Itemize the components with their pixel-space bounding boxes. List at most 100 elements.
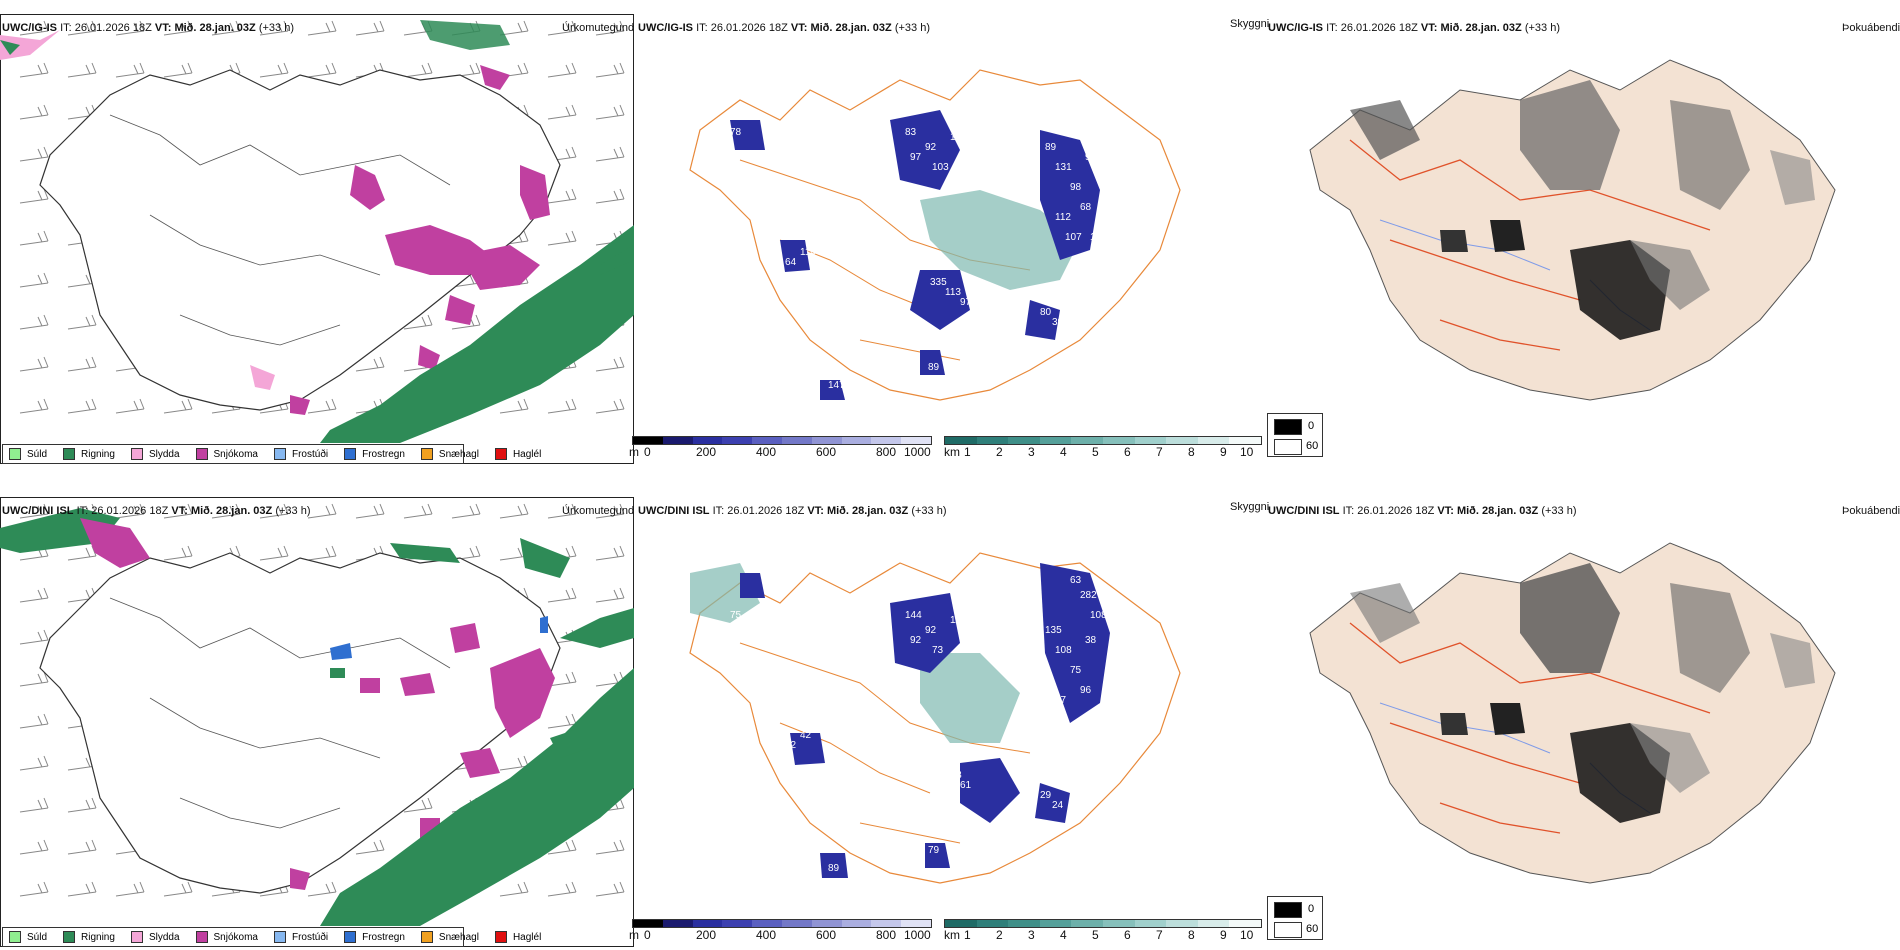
- cloud-base-label: 61: [960, 780, 972, 791]
- legend-item-frostudi: Frostúði: [273, 448, 328, 460]
- cloud-title-row2: UWC/DINI ISL IT: 26.01.2026 18Z VT: Mið.…: [638, 505, 947, 517]
- cloud-map-row2: 75 14492927311163135108759637751336142522…: [689, 552, 1181, 884]
- legend-item-rigning: Rigning: [63, 448, 115, 460]
- cloud-base-label: 118: [950, 132, 966, 143]
- cloud-base-label: 79: [928, 845, 940, 856]
- cloud-base-label: 75: [1070, 665, 1082, 676]
- cloud-base-label: 335: [930, 277, 947, 288]
- cloud-base-label: 103: [932, 162, 949, 173]
- precip-legend-row1: Súld Rigning Slydda Snjókoma Frostúði Fr…: [2, 444, 541, 464]
- cloud-base-label: 114: [800, 247, 816, 258]
- cloud-base-label: 144: [905, 610, 922, 621]
- legend-item-haglel: Haglél: [494, 931, 541, 943]
- cloud-base-label: 94: [1085, 152, 1097, 163]
- cloud-panel-row2: 75 144 92 92 73 111 63 135 108 75 96 37 75 133 61 42 52 2…: [660, 523, 1260, 913]
- legend-item-slydda: Slydda: [130, 931, 180, 943]
- cloud-base-label: 42: [800, 730, 812, 741]
- cloud-base-label: 39: [1052, 317, 1064, 328]
- cloud-base-label: 84: [1090, 127, 1102, 138]
- cloud-base-label: 24: [1052, 800, 1064, 811]
- legend-item-sudd: Súld: [9, 448, 47, 460]
- legend-item-frostudi: Frostúði: [273, 931, 328, 943]
- cloud-base-label: 97: [960, 297, 972, 308]
- legend-item-snjokoma: Snjókoma: [195, 931, 258, 943]
- ceiling-colorbar-row2: m 0 200 400 600 800 1000: [629, 919, 942, 943]
- cloud-base-label: 133: [945, 770, 962, 781]
- legend-item-snaehagl: Snæhagl: [420, 448, 479, 460]
- fog-title-row1: UWC/IG-IS IT: 26.01.2026 18Z VT: Mið. 28…: [1268, 22, 1560, 34]
- precip-map-row1: [0, 20, 634, 443]
- cloud-base-label: 165: [1090, 232, 1107, 243]
- cloud-base-label: 98: [1070, 182, 1082, 193]
- precip-panel-row2: Súld Rigning Slydda Snjókoma Frostúði Fr…: [0, 497, 635, 947]
- legend-item-haglel: Haglél: [494, 448, 541, 460]
- cloud-base-label: 123: [1070, 92, 1087, 103]
- cloud-base-label: 89: [828, 863, 840, 874]
- cloud-panel-row1: 78 83 92 97 103 118 64 89 131 98 68 112 335 113 97 114 6…: [660, 40, 1260, 430]
- cloud-base-label: 29: [1040, 790, 1052, 801]
- visibility-colorbar-row2: km 1 2 3 4 5 6 7 8 9 10: [944, 919, 1264, 943]
- cloud-base-label: 92: [910, 635, 922, 646]
- cloud-base-label: 75: [730, 610, 742, 621]
- cloud-base-label: 96: [1080, 685, 1092, 696]
- legend-item-frostregn: Frostregn: [344, 931, 405, 943]
- cloud-base-label: 63: [960, 635, 972, 646]
- fog-panel-row1: [1290, 40, 1890, 430]
- cloud-base-label: 52: [1080, 107, 1092, 118]
- precip-legend-row2: Súld Rigning Slydda Snjókoma Frostúði Fr…: [2, 927, 541, 947]
- fog-label-row2: Þokuábendi: [1842, 505, 1900, 517]
- cloud-base-label: 73: [932, 645, 944, 656]
- cloud-base-label: 147: [828, 380, 845, 391]
- cloud-base-label: 80: [1040, 307, 1052, 318]
- cloud-base-label: 112: [1055, 212, 1071, 223]
- precip-title-row2: UWC/DINI ISL IT: 26.01.2026 18Z VT: Mið.…: [2, 505, 311, 517]
- fog-map-row2: [1309, 542, 1836, 884]
- cloud-title-row1: UWC/IG-IS IT: 26.01.2026 18Z VT: Mið. 28…: [638, 22, 930, 34]
- precip-type-label-row2: Úrkomutegund: [562, 505, 635, 517]
- fog-legend-row1: 0 60: [1267, 413, 1323, 457]
- fog-map-row1: [1309, 59, 1836, 401]
- ceiling-colorbar-row1: m 0 200 400 600 800 1000: [629, 436, 942, 460]
- legend-item-slydda: Slydda: [130, 448, 180, 460]
- cloud-base-label: 113: [945, 287, 961, 298]
- visibility-label-row2: Skyggni: [1230, 501, 1270, 513]
- cloud-base-label: 38: [1085, 635, 1097, 646]
- legend-item-snaehagl: Snæhagl: [420, 931, 479, 943]
- cloud-base-label: 97: [910, 152, 922, 163]
- cloud-base-label: 92: [925, 142, 937, 153]
- precip-title-row1: UWC/IG-IS IT: 26.01.2026 18Z VT: Mið. 28…: [2, 22, 294, 34]
- fog-panel-row2: [1290, 523, 1890, 913]
- fog-label-row1: Þokuábendi: [1842, 22, 1900, 34]
- legend-item-snjokoma: Snjókoma: [195, 448, 258, 460]
- visibility-label-row1: Skyggni: [1230, 18, 1270, 30]
- fog-legend-row2: 0 60: [1267, 896, 1323, 940]
- cloud-map-row1: 78 83929710311864891319868112335113971146…: [689, 69, 1181, 401]
- visibility-colorbar-row1: km 1 2 3 4 5 6 7 8 9 10: [944, 436, 1264, 460]
- cloud-base-label: 108: [1055, 645, 1072, 656]
- cloud-base-label: 64: [960, 152, 972, 163]
- cloud-base-label: 89: [1045, 142, 1057, 153]
- cloud-base-label: 64: [785, 257, 797, 268]
- cloud-base-label: 111: [950, 615, 966, 626]
- cloud-base-label: 282: [1080, 590, 1097, 601]
- cloud-base-label: 108: [1090, 610, 1107, 621]
- precip-map-row2: [0, 503, 634, 926]
- cloud-base-label: 89: [928, 362, 940, 373]
- legend-item-sudd: Súld: [9, 931, 47, 943]
- cloud-base-label: 78: [730, 127, 742, 138]
- precip-panel-row1: Súld Rigning Slydda Snjókoma Frostúði Fr…: [0, 14, 635, 464]
- cloud-base-label: 83: [905, 127, 917, 138]
- fog-title-row2: UWC/DINI ISL IT: 26.01.2026 18Z VT: Mið.…: [1268, 505, 1577, 517]
- cloud-base-label: 63: [1070, 575, 1082, 586]
- cloud-base-label: 131: [1055, 162, 1072, 173]
- cloud-base-label: 52: [785, 740, 797, 751]
- cloud-base-label: 75: [930, 760, 942, 771]
- cloud-base-label: 107: [1065, 232, 1082, 243]
- cloud-base-label: 135: [1045, 625, 1062, 636]
- cloud-base-label: 37: [1055, 695, 1067, 706]
- cloud-base-label: 92: [925, 625, 937, 636]
- legend-item-frostregn: Frostregn: [344, 448, 405, 460]
- legend-item-rigning: Rigning: [63, 931, 115, 943]
- precip-type-label-row1: Úrkomutegund: [562, 22, 635, 34]
- cloud-base-label: 28: [1100, 172, 1112, 183]
